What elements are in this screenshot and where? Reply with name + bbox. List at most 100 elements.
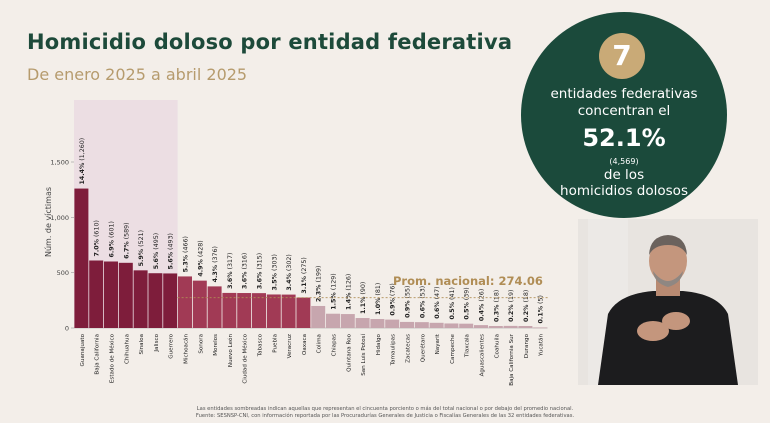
- data-label-count: (47): [434, 286, 441, 301]
- data-label-percent: 7.0%: [94, 238, 101, 256]
- data-label-count: (199): [316, 266, 323, 285]
- footnote-line-1: Las entidades sombreadas indican aquella…: [196, 406, 574, 412]
- bar: [355, 318, 370, 328]
- data-label-percent: 1.5%: [331, 292, 338, 310]
- data-label-count: (53): [419, 286, 426, 301]
- data-label-percent: 5.9%: [138, 248, 145, 266]
- data-label-percent: 0.4%: [479, 303, 486, 321]
- bar: [148, 273, 163, 328]
- data-label-count: (303): [271, 254, 278, 273]
- data-label: 3.4% (302): [286, 254, 293, 290]
- data-label-count: (76): [390, 283, 397, 298]
- page-title: Homicidio doloso por entidad federativa: [27, 30, 513, 54]
- category-label: Hidalgo: [376, 333, 382, 355]
- category-label: Yucatán: [538, 334, 545, 357]
- data-label-percent: 3.5%: [271, 272, 278, 290]
- data-label-percent: 3.6%: [227, 271, 234, 289]
- data-label: 0.2% (18): [523, 290, 530, 322]
- data-label-count: (376): [212, 246, 219, 265]
- data-label-count: (5): [538, 295, 545, 306]
- category-label: Chiapas: [332, 334, 338, 356]
- data-label-count: (521): [138, 230, 145, 249]
- data-label-count: (495): [153, 233, 160, 252]
- data-label-percent: 3.6%: [257, 271, 264, 289]
- interpreter-figure: [578, 219, 758, 385]
- category-label: Tabasco: [258, 333, 264, 357]
- data-label-percent: 2.3%: [316, 284, 323, 302]
- data-label-count: (493): [168, 233, 175, 252]
- category-label: Guerrero: [169, 333, 175, 358]
- data-label: 1.4% (126): [345, 274, 352, 310]
- data-label: 7.0% (610): [94, 220, 101, 256]
- sign-language-interpreter: [578, 219, 758, 385]
- bar: [429, 322, 444, 328]
- stat-circle: 7 entidades federativas concentran el 52…: [521, 12, 727, 218]
- bar: [222, 292, 237, 328]
- category-label: Colima: [317, 334, 323, 353]
- y-tick-label: 500: [57, 269, 69, 277]
- category-label: Tamaulipas: [391, 334, 397, 366]
- data-label-percent: 3.4%: [286, 272, 293, 290]
- data-label-percent: 6.7%: [123, 241, 130, 259]
- data-label-count: (589): [123, 222, 130, 241]
- data-label-count: (466): [183, 236, 190, 255]
- data-label: 2.3% (199): [316, 266, 323, 302]
- bar: [74, 188, 89, 328]
- data-label-percent: 3.1%: [301, 275, 308, 293]
- data-label-count: (428): [197, 240, 204, 259]
- category-label: Morelos: [213, 334, 219, 356]
- data-label-percent: 0.9%: [390, 297, 397, 315]
- stat-line-4: homicidios dolosos: [560, 183, 688, 199]
- y-tick-label: 1,500: [50, 159, 69, 167]
- data-label: 3.1% (275): [301, 257, 308, 293]
- category-label: Tlaxcala: [465, 334, 471, 358]
- data-label: 14.4% (1,260): [79, 138, 86, 185]
- data-label-percent: 6.9%: [109, 239, 116, 257]
- category-label: Estado de México: [109, 333, 116, 383]
- data-label: 1.5% (129): [331, 273, 338, 309]
- data-label-percent: 14.4%: [79, 162, 86, 185]
- category-label: Baja California: [95, 334, 101, 375]
- bar: [207, 286, 222, 328]
- data-label: 0.5% (39): [464, 287, 471, 319]
- data-label-percent: 0.3%: [493, 304, 500, 322]
- data-label: 1.0% (81): [375, 283, 382, 315]
- data-label: 0.1% (5): [538, 295, 545, 323]
- data-label: 6.7% (589): [123, 222, 130, 258]
- category-label: Chihuahua: [124, 334, 130, 364]
- data-label: 3.5% (303): [271, 254, 278, 290]
- category-label: Nuevo León: [227, 334, 234, 368]
- data-label-count: (610): [94, 220, 101, 239]
- data-label: 4.3% (376): [212, 246, 219, 282]
- y-axis-label: Núm. de víctimas: [44, 187, 53, 257]
- bar: [118, 262, 133, 328]
- data-label-percent: 0.9%: [405, 300, 412, 318]
- data-label-percent: 1.1%: [360, 296, 367, 314]
- bar: [296, 297, 311, 328]
- data-label-percent: 5.6%: [153, 251, 160, 269]
- data-label: 5.3% (466): [183, 236, 190, 272]
- data-label: 0.6% (47): [434, 286, 441, 318]
- category-label: Sonora: [198, 334, 204, 354]
- category-label: Zacatecas: [406, 334, 412, 363]
- data-label-count: (55): [405, 286, 412, 301]
- bar: [281, 294, 296, 328]
- bar: [104, 261, 118, 328]
- data-label-percent: 0.1%: [538, 305, 545, 323]
- stat-line-1: entidades federativas: [550, 86, 698, 102]
- data-label-count: (316): [242, 253, 249, 272]
- data-label-count: (81): [375, 283, 382, 298]
- data-label-percent: 0.2%: [508, 304, 515, 322]
- data-label-percent: 0.6%: [434, 301, 441, 319]
- stat-number: 7: [599, 33, 645, 79]
- category-label: Guanajuato: [80, 333, 86, 366]
- data-label-count: (39): [464, 287, 471, 302]
- category-label: Quintana Roo: [346, 333, 352, 371]
- data-label-count: (126): [345, 274, 352, 293]
- bar: [414, 322, 429, 328]
- national-average-label: Prom. nacional: 274.06: [393, 273, 543, 288]
- bar: [311, 305, 326, 328]
- bar: [89, 260, 104, 328]
- data-label-count: (601): [109, 221, 116, 240]
